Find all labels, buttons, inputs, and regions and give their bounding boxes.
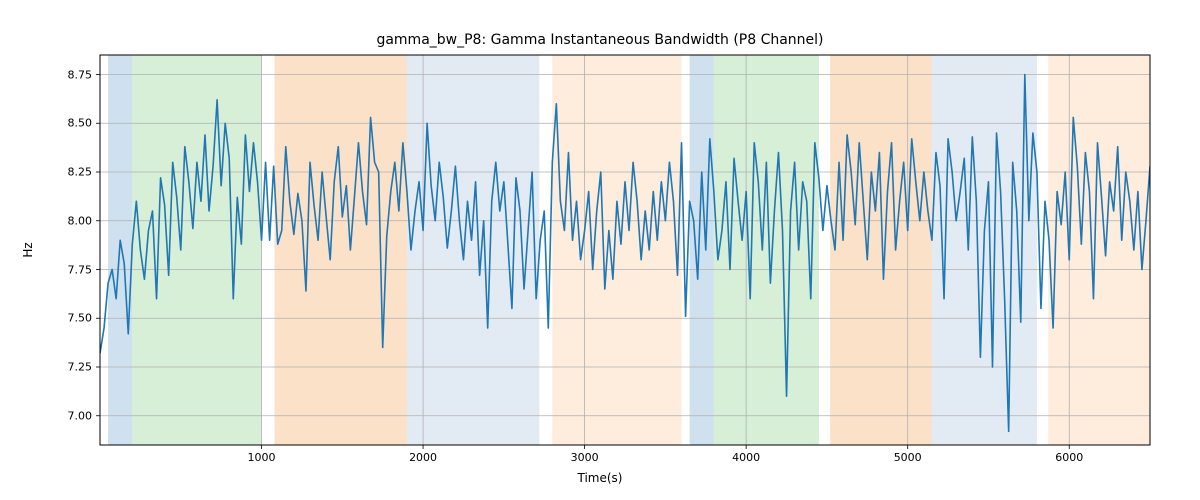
span-band (1048, 55, 1150, 445)
span-band (552, 55, 681, 445)
span-band (274, 55, 406, 445)
y-tick-label: 8.50 (42, 117, 92, 130)
y-tick-label: 7.50 (42, 312, 92, 325)
span-band (830, 55, 932, 445)
y-tick-label: 7.25 (42, 361, 92, 374)
span-band (407, 55, 539, 445)
x-tick-label: 6000 (1055, 451, 1083, 464)
chart-container: gamma_bw_P8: Gamma Instantaneous Bandwid… (0, 0, 1200, 500)
x-tick-label: 4000 (732, 451, 760, 464)
y-tick-label: 8.25 (42, 166, 92, 179)
y-tick-label: 8.75 (42, 68, 92, 81)
span-band (132, 55, 261, 445)
x-tick-label: 3000 (571, 451, 599, 464)
y-tick-label: 7.75 (42, 263, 92, 276)
span-band (690, 55, 714, 445)
y-tick-label: 8.00 (42, 214, 92, 227)
x-tick-label: 1000 (248, 451, 276, 464)
y-tick-label: 7.00 (42, 409, 92, 422)
plot-area (0, 0, 1200, 500)
x-tick-label: 2000 (409, 451, 437, 464)
x-tick-label: 5000 (894, 451, 922, 464)
